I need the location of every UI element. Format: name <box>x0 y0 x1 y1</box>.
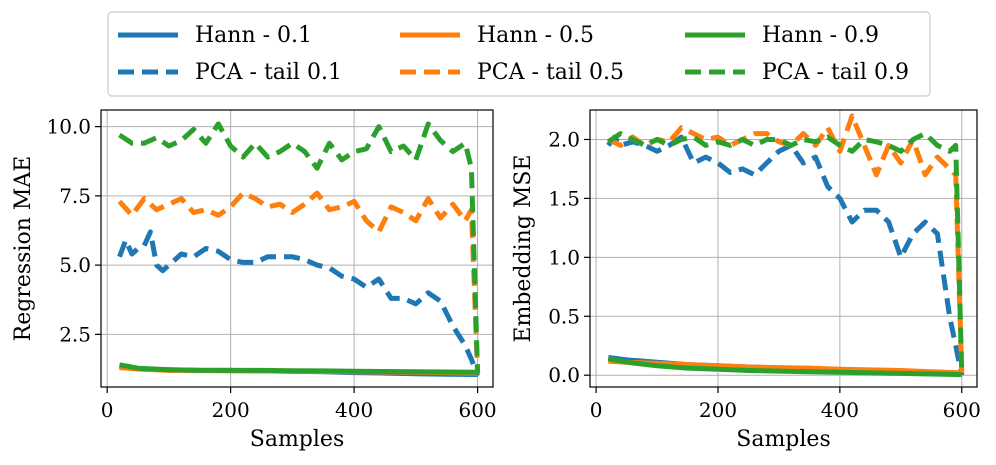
y-axis-label: Regression MAE <box>11 156 36 342</box>
y-tick-label: 1.5 <box>548 186 580 210</box>
y-tick-label: 0.0 <box>548 363 580 387</box>
y-tick-label: 1.0 <box>548 245 580 269</box>
series-line-hann-0-9 <box>607 356 962 378</box>
x-tick-label: 600 <box>458 398 496 422</box>
legend-entry-hann-05: Hann - 0.5 <box>400 23 594 48</box>
series-line-pca-tail-0-9 <box>118 121 481 374</box>
legend-label: Hann - 0.9 <box>762 23 879 48</box>
series-line-pca-tail-0-9 <box>606 131 965 376</box>
legend-entry-pca-tail-09: PCA - tail 0.9 <box>685 60 909 85</box>
y-tick-label: 7.5 <box>59 184 91 208</box>
y-tick-label: 2.5 <box>59 322 91 346</box>
axes-frame <box>100 109 494 388</box>
legend-entry-pca-tail-05: PCA - tail 0.5 <box>400 60 624 85</box>
series-line-pca-tail-0-5 <box>117 190 481 374</box>
regression-mae-plot: 0 200 400 600 2.5 5.0 7.5 10.0 Samples Regression… <box>11 109 497 452</box>
x-tick-label: 400 <box>821 398 859 422</box>
series-line-pca-tail-0-1 <box>117 229 480 377</box>
x-tick-label: 400 <box>335 398 373 422</box>
legend-label: PCA - tail 0.5 <box>477 60 624 85</box>
x-axis-label: Samples <box>736 427 830 452</box>
legend-label: Hann - 0.5 <box>477 23 594 48</box>
legend-entry-hann-09: Hann - 0.9 <box>685 23 879 48</box>
legend-label: PCA - tail 0.1 <box>195 60 342 85</box>
legend-label: Hann - 0.1 <box>195 23 312 48</box>
legend-entry-hann-01: Hann - 0.1 <box>118 23 312 48</box>
x-axis-label: Samples <box>250 427 344 452</box>
y-tick-label: 2.0 <box>548 127 580 151</box>
x-tick-label: 600 <box>943 398 981 422</box>
y-axis-label: Embedding MSE <box>511 154 536 342</box>
y-tick-label: 10.0 <box>46 115 91 139</box>
x-tick-label: 200 <box>212 398 250 422</box>
x-tick-label: 0 <box>590 398 603 422</box>
y-tick-label: 0.5 <box>548 304 580 328</box>
series-line-pca-tail-0-1 <box>606 134 965 376</box>
y-tick-label: 5.0 <box>59 253 91 277</box>
embedding-mse-plot: 0 200 400 600 0.0 0.5 1.0 1.5 2.0 Samples Embeddin… <box>511 109 981 452</box>
legend-label: PCA - tail 0.9 <box>762 60 909 85</box>
axes-frame <box>589 109 978 388</box>
x-tick-label: 0 <box>101 398 114 422</box>
series-line-hann-0-9 <box>119 362 478 375</box>
x-tick-label: 200 <box>699 398 737 422</box>
legend: Hann - 0.1 PCA - tail 0.1 Hann - 0.5 PCA… <box>107 11 931 97</box>
legend-entry-pca-tail-01: PCA - tail 0.1 <box>118 60 342 85</box>
